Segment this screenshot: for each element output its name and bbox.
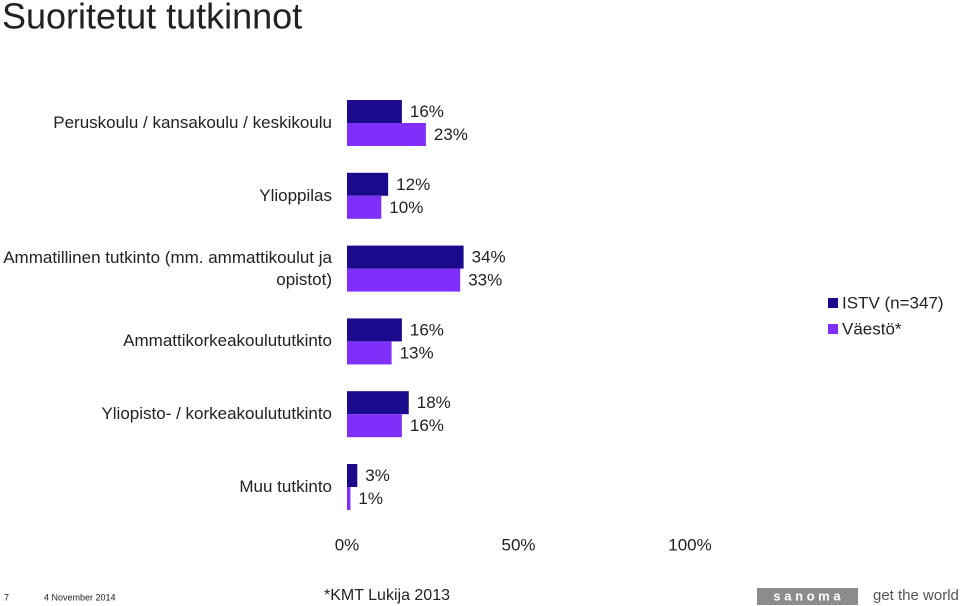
bar xyxy=(347,341,392,365)
value-label: 18% xyxy=(417,393,451,412)
x-tick-label: 50% xyxy=(501,535,535,554)
bar xyxy=(347,195,382,219)
page-number: 7 xyxy=(4,592,9,602)
value-label: 23% xyxy=(434,125,468,144)
bar xyxy=(347,487,351,510)
category-label: Ylioppilas xyxy=(259,185,332,205)
bar xyxy=(347,414,402,438)
value-label: 33% xyxy=(468,271,502,290)
bar xyxy=(347,464,358,487)
value-label: 10% xyxy=(389,198,423,217)
legend-label: Väestö* xyxy=(842,319,902,338)
date: 4 November 2014 xyxy=(44,592,116,602)
legend-swatch xyxy=(828,324,838,334)
value-label: 13% xyxy=(400,343,434,362)
bar xyxy=(347,123,426,146)
source-note: *KMT Lukija 2013 xyxy=(324,587,450,604)
category-label: Peruskoulu / kansakoulu / keskikoulu xyxy=(53,113,332,132)
bar xyxy=(347,245,464,269)
category-label: Ammatillinen tutkinto (mm. ammattikoulut… xyxy=(3,247,332,289)
value-label: 34% xyxy=(472,248,506,267)
category-label: Ammattikorkeakoulututkinto xyxy=(123,331,332,351)
legend-swatch xyxy=(828,298,838,308)
value-label: 12% xyxy=(396,175,430,194)
value-label: 16% xyxy=(410,416,444,435)
value-label: 16% xyxy=(410,320,444,339)
bar xyxy=(347,391,409,415)
x-tick-label: 0% xyxy=(335,535,360,554)
value-label: 1% xyxy=(358,489,383,508)
category-label: Muu tutkinto xyxy=(239,477,332,496)
bar xyxy=(347,100,402,123)
bar xyxy=(347,268,461,292)
value-label: 16% xyxy=(410,102,444,121)
logo-box xyxy=(757,588,858,605)
logo: s a n o m a xyxy=(773,588,841,603)
category-label: Yliopisto- / korkeakoulututkinto xyxy=(101,404,332,424)
bar xyxy=(347,318,402,342)
x-tick-label: 100% xyxy=(668,535,711,554)
bar xyxy=(347,172,389,196)
chart-title: Suoritetut tutkinnot xyxy=(2,0,302,37)
legend-label: ISTV (n=347) xyxy=(842,293,944,312)
slogan: get the world xyxy=(873,587,959,604)
value-label: 3% xyxy=(365,466,390,485)
